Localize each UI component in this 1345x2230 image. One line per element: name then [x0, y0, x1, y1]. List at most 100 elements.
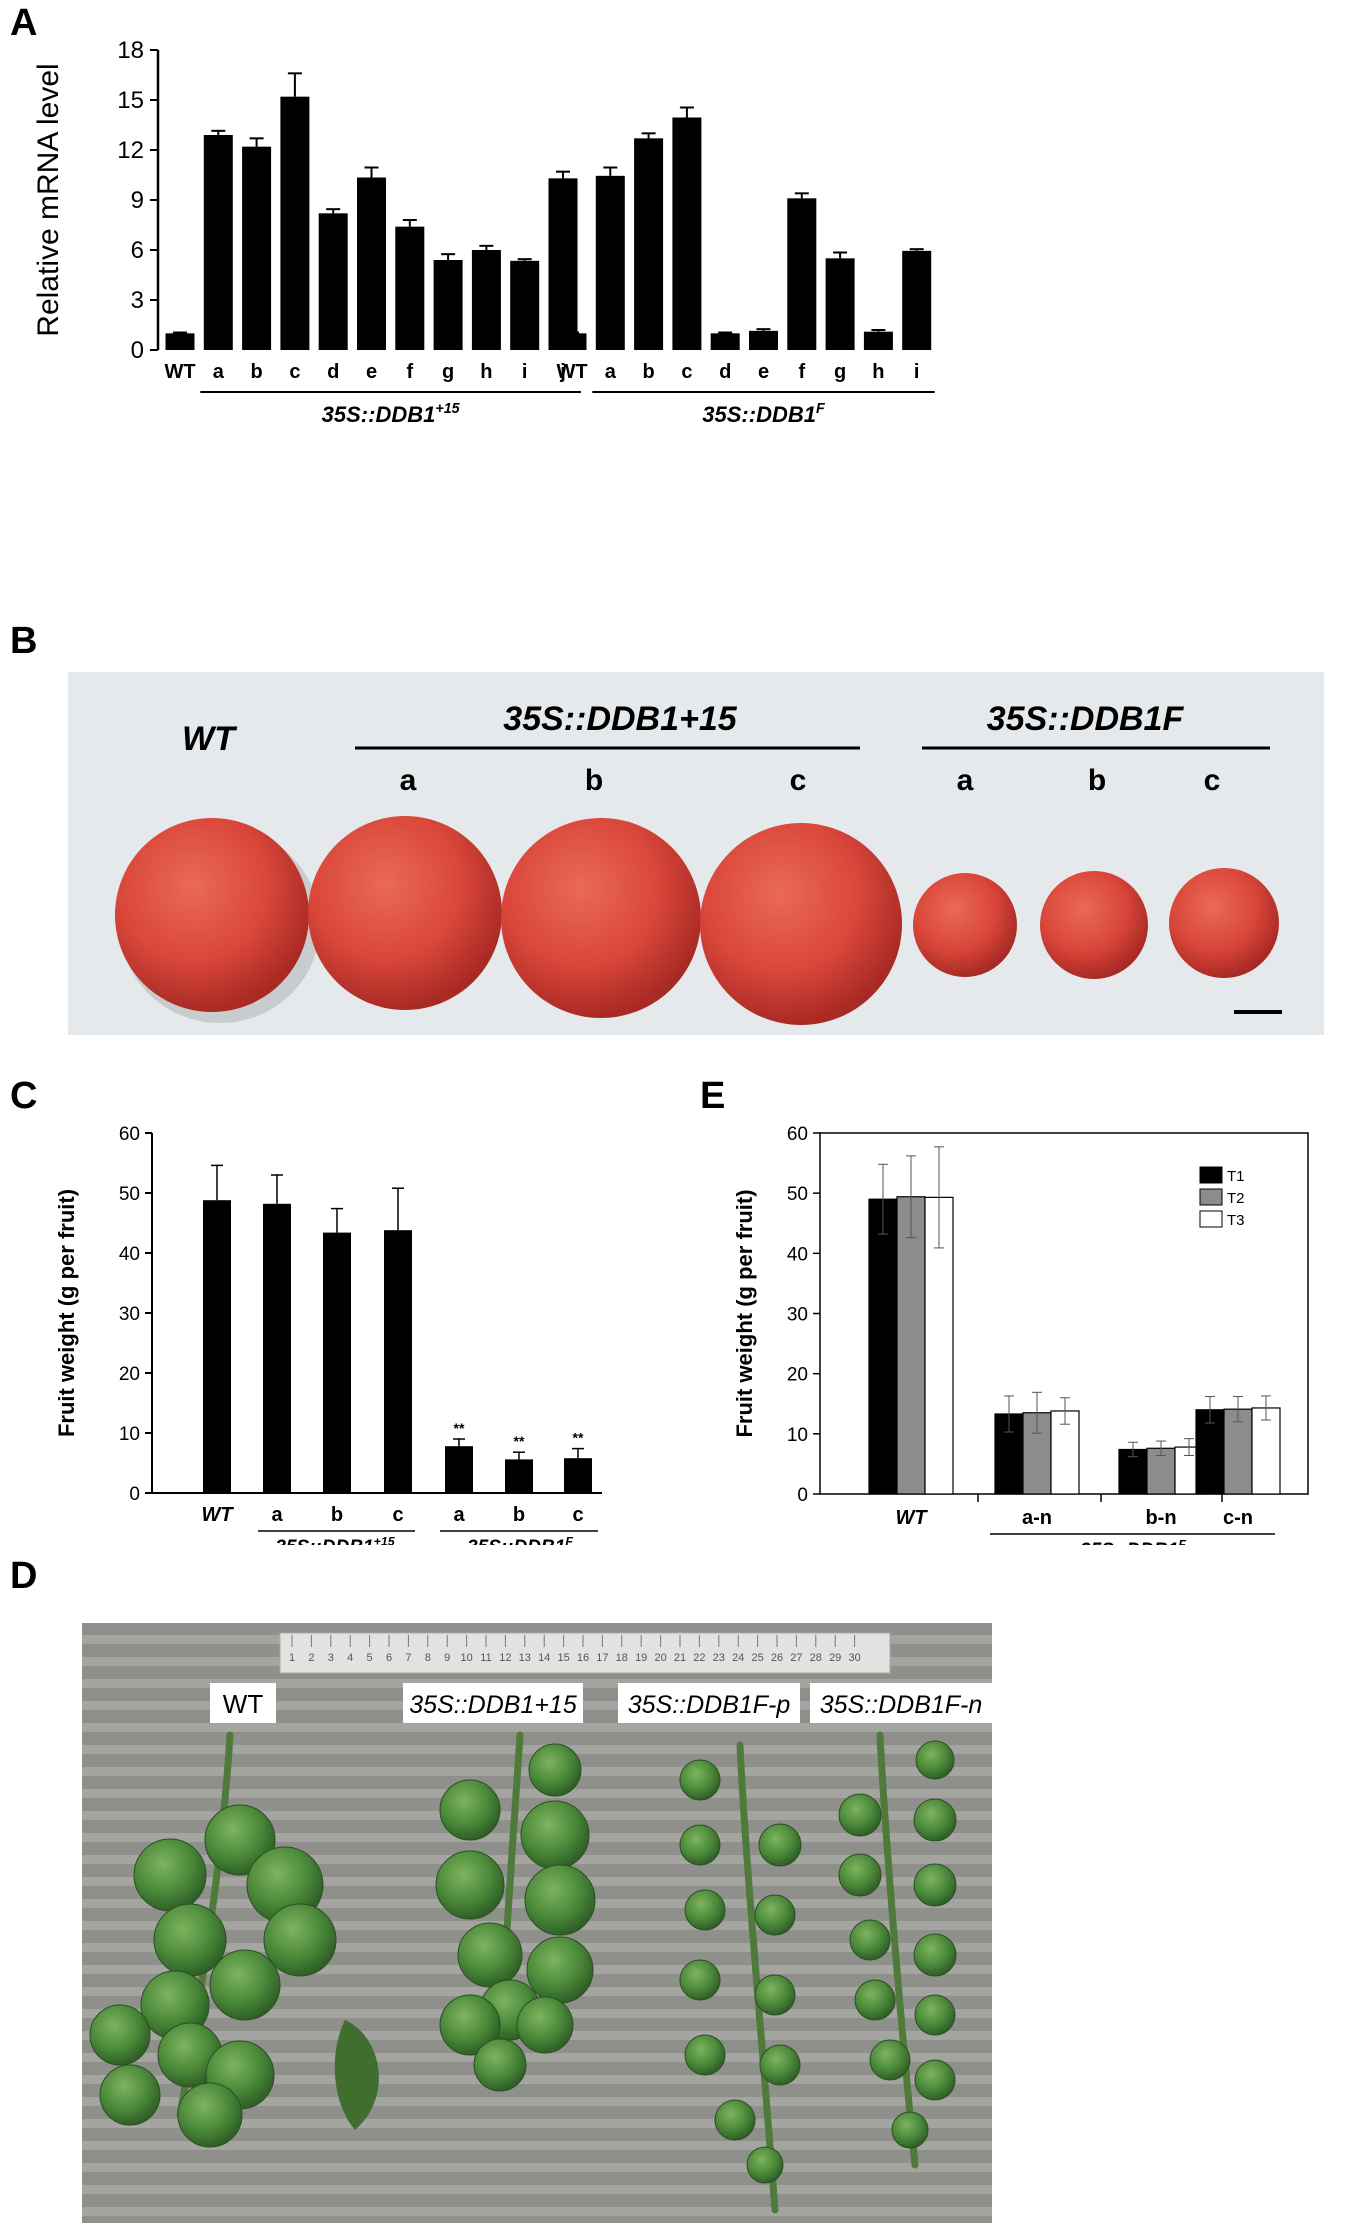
bar — [548, 178, 578, 350]
tomato-wt — [115, 818, 309, 1012]
y-axis-label: Relative mRNA level — [32, 63, 65, 336]
legend-label: T2 — [1227, 1190, 1245, 1207]
green-tomato — [524, 1864, 596, 1936]
ruler — [279, 1632, 891, 1674]
legend-label: T3 — [1227, 1212, 1245, 1229]
ruler-number: 1 — [289, 1652, 295, 1664]
board-stripe — [82, 2097, 992, 2106]
board-stripe — [82, 2185, 992, 2194]
green-tomato — [520, 1800, 590, 1870]
y-tick-label: 0 — [131, 337, 144, 364]
x-tick-label: a — [453, 1504, 465, 1526]
fruit-weight-chart-e: 0 10 20 30 40 50 60 Fruit weight (g per fruit) W… — [732, 1124, 1309, 1545]
bar — [557, 333, 587, 350]
bar — [825, 258, 855, 350]
green-tomato — [679, 1959, 721, 2001]
y-tick-label: 40 — [787, 1244, 808, 1265]
legend-swatch — [1199, 1210, 1223, 1228]
board-stripe — [82, 2119, 992, 2128]
ruler-number: 11 — [480, 1652, 491, 1664]
ruler-number: 22 — [693, 1652, 705, 1664]
ruler-number: 8 — [425, 1652, 431, 1664]
legend-label: T1 — [1227, 1168, 1245, 1185]
y-axis-label: Fruit weight (g per fruit) — [732, 1189, 757, 1437]
x-tick-label: a — [271, 1504, 283, 1526]
x-tick-label: WT — [556, 361, 587, 383]
x-tick-label: b-n — [1145, 1507, 1176, 1529]
y-tick-label: 50 — [787, 1184, 808, 1205]
bar — [357, 177, 386, 350]
tomato-photo: WT 35S::DDB1+15 35S::DDB1F a b c a b c — [68, 672, 1324, 1035]
board-stripe — [82, 1723, 992, 1732]
panel-b: B WT 35S::DDB1+15 35S::DDB1F a b c a b c — [0, 620, 1345, 1050]
green-tomato — [435, 1850, 505, 1920]
group-label: 35S::DDB1F — [467, 1534, 573, 1545]
ruler-number: 17 — [596, 1652, 608, 1664]
bar — [710, 333, 740, 350]
x-tick-label: a — [213, 361, 225, 383]
ruler-number: 24 — [732, 1652, 744, 1664]
x-tick-label: WT — [895, 1507, 928, 1529]
ruler-number: 20 — [654, 1652, 666, 1664]
ruler-number: 30 — [848, 1652, 860, 1664]
green-tomato — [754, 1974, 796, 2016]
green-tomato — [439, 1994, 501, 2056]
green-tomato — [204, 1804, 276, 1876]
ruler-number: 26 — [771, 1652, 783, 1664]
ruler-number: 21 — [674, 1652, 686, 1664]
ruler-number: 23 — [713, 1652, 725, 1664]
line-c-label: c — [790, 764, 807, 797]
green-tomato — [914, 2059, 956, 2101]
y-tick-label: 15 — [117, 87, 144, 114]
bar — [505, 1459, 533, 1493]
tomato-plus15-a — [308, 816, 502, 1010]
x-tick-label: c — [289, 361, 300, 383]
green-tomato — [913, 1798, 957, 1842]
label-bg-fn — [810, 1683, 992, 1723]
y-tick-label: 40 — [119, 1244, 140, 1265]
tomato-plus15-b — [501, 818, 701, 1018]
bar — [787, 198, 817, 350]
y-tick-label: 9 — [131, 187, 144, 214]
ruler-number: 15 — [557, 1652, 569, 1664]
x-tick-label: e — [366, 361, 377, 383]
bar — [863, 331, 893, 350]
x-tick-label: c — [681, 361, 692, 383]
x-tick-label: b — [331, 1504, 343, 1526]
board-stripe — [82, 1789, 992, 1798]
ruler-numbers: 1 2 3 4 5 6 7 8 9 10 11 12 13 14 15 16 17 18 19 20 21 22 23 24 2… — [289, 1635, 861, 1664]
x-tick-label: h — [872, 361, 884, 383]
ruler-number: 14 — [538, 1652, 550, 1664]
y-tick-label: 20 — [787, 1365, 808, 1386]
y-tick-label: 3 — [131, 287, 144, 314]
bar — [749, 330, 778, 350]
ruler-number: 2 — [308, 1652, 314, 1664]
ruler-number: 4 — [347, 1652, 353, 1664]
x-tick-label: g — [442, 361, 454, 383]
bar — [203, 1200, 231, 1493]
panel-letter-b: B — [10, 620, 38, 662]
y-tick-label: 30 — [119, 1304, 140, 1325]
ruler-number: 19 — [635, 1652, 647, 1664]
panel-a: A 0 3 6 9 12 15 18 Relative mRNA level WT a b c d e f g… — [0, 0, 1345, 630]
bar — [395, 226, 425, 350]
bar — [564, 1458, 592, 1493]
bar — [384, 1230, 412, 1493]
bar — [445, 1446, 473, 1493]
green-tomato — [89, 2004, 151, 2066]
y-tick-label: 60 — [787, 1124, 808, 1145]
bar — [165, 333, 195, 350]
green-tomato — [679, 1824, 721, 1866]
x-tick-label: d — [719, 361, 731, 383]
green-tomato — [473, 2038, 527, 2092]
y-tick-label: 60 — [119, 1124, 140, 1145]
significance-mark: ** — [454, 1420, 465, 1436]
board-stripe — [82, 2163, 992, 2172]
truss-stem — [876, 1731, 919, 2169]
mrna-bar-chart: 0 3 6 9 12 15 18 Relative mRNA level WT a b c d e f g h i… — [32, 37, 935, 427]
y-tick-label: 10 — [787, 1425, 808, 1446]
y-tick-label: 12 — [117, 137, 144, 164]
ruler-number: 29 — [829, 1652, 841, 1664]
green-tomato — [177, 2082, 243, 2148]
bar — [263, 1203, 291, 1493]
